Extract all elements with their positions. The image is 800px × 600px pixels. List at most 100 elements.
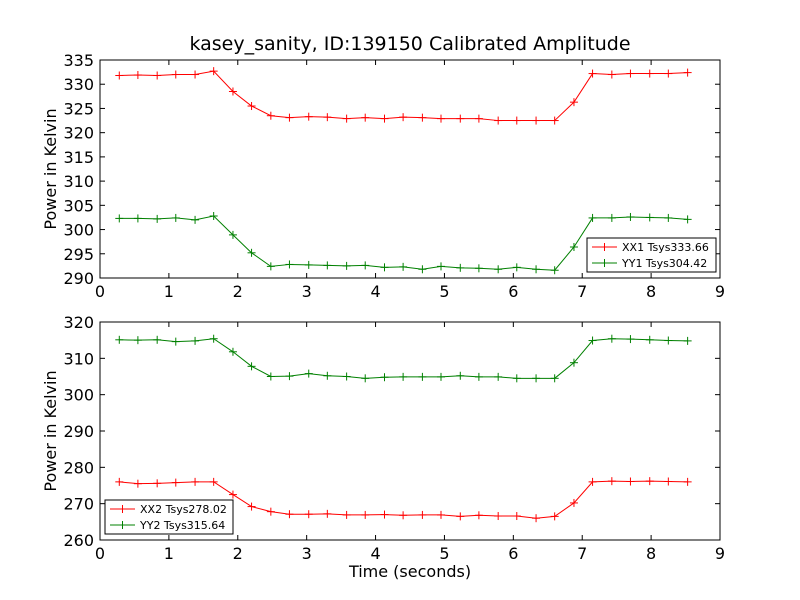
- x-tick-label: 9: [715, 544, 725, 563]
- data-point: [361, 261, 370, 270]
- data-point: [550, 266, 559, 275]
- data-point: [323, 509, 332, 518]
- data-point: [191, 215, 200, 224]
- data-point: [626, 335, 635, 344]
- y-tick-label: 305: [63, 196, 94, 215]
- data-point: [569, 242, 578, 251]
- legend-label: XX2 Tsys278.02: [140, 503, 227, 516]
- data-point: [399, 113, 408, 122]
- series-1-xx1: [115, 67, 692, 125]
- y-tick-label: 315: [63, 148, 94, 167]
- data-point: [532, 265, 541, 274]
- x-tick-label: 2: [233, 282, 243, 301]
- y-tick-label: 320: [63, 124, 94, 143]
- data-point: [532, 374, 541, 383]
- data-point: [437, 510, 445, 519]
- data-point: [607, 477, 616, 486]
- data-point: [456, 114, 465, 123]
- data-point: [418, 265, 427, 274]
- data-point: [266, 262, 275, 271]
- data-point: [153, 214, 162, 223]
- data-point: [153, 479, 162, 488]
- y-tick-label: 310: [63, 172, 94, 191]
- x-axis-label: Time (seconds): [348, 562, 471, 581]
- data-point: [437, 114, 445, 123]
- legend-label: YY2 Tsys315.64: [139, 519, 225, 532]
- data-point: [209, 67, 218, 76]
- data-point: [133, 479, 142, 488]
- data-point: [115, 214, 124, 223]
- data-point: [304, 112, 313, 121]
- plot-frame: [99, 59, 721, 279]
- series-line: [119, 70, 688, 122]
- x-tick-label: 8: [646, 544, 656, 563]
- legend-box: [586, 237, 717, 273]
- legend-item: YY2 Tsys315.64: [110, 519, 225, 532]
- data-point: [133, 71, 142, 80]
- y-tick-label: 290: [63, 269, 94, 288]
- x-tick-label: 4: [370, 282, 380, 301]
- series-2-yy2: [115, 334, 692, 383]
- y-axis-label: Power in Kelvin: [41, 370, 60, 491]
- data-point: [474, 114, 483, 123]
- data-point: [247, 362, 256, 371]
- data-point: [209, 477, 218, 486]
- data-point: [645, 69, 654, 78]
- data-point: [474, 372, 483, 381]
- data-point: [247, 248, 256, 257]
- x-tick-label: 7: [577, 282, 587, 301]
- x-tick-label: 6: [508, 282, 518, 301]
- x-tick-label: 6: [508, 544, 518, 563]
- data-point: [228, 347, 237, 356]
- data-point: [664, 336, 673, 345]
- data-point: [285, 113, 294, 122]
- legend-label: YY1 Tsys304.42: [621, 257, 707, 270]
- data-point: [437, 372, 445, 381]
- data-point: [115, 71, 124, 80]
- data-point: [474, 264, 483, 273]
- data-point: [607, 70, 616, 79]
- data-point: [588, 213, 597, 222]
- data-point: [645, 213, 654, 222]
- data-point: [512, 263, 521, 272]
- legend: XX2 Tsys278.02 YY2 Tsys315.64: [104, 499, 234, 535]
- data-point: [588, 336, 597, 345]
- data-point: [664, 69, 673, 78]
- y-tick-label: 310: [63, 349, 94, 368]
- x-tick-label: 2: [233, 544, 243, 563]
- data-point: [380, 263, 389, 272]
- data-point: [456, 512, 465, 521]
- x-tick-label: 4: [370, 544, 380, 563]
- data-point: [532, 116, 541, 125]
- data-point: [171, 213, 180, 222]
- y-tick-label: 320: [63, 313, 94, 332]
- data-point: [418, 113, 427, 122]
- y-tick-label: 270: [63, 495, 94, 514]
- data-point: [456, 371, 465, 380]
- data-point: [512, 512, 521, 521]
- data-point: [494, 265, 503, 274]
- data-point: [266, 372, 275, 381]
- data-point: [133, 214, 142, 223]
- y-tick-label: 290: [63, 422, 94, 441]
- chart-title: kasey_sanity, ID:139150 Calibrated Ampli…: [189, 33, 630, 55]
- data-point: [569, 358, 578, 367]
- x-tick-label: 9: [715, 282, 725, 301]
- data-point: [683, 477, 692, 486]
- data-point: [115, 335, 124, 344]
- data-point: [228, 87, 237, 96]
- data-point: [626, 212, 635, 221]
- data-point: [550, 374, 559, 383]
- data-point: [683, 215, 692, 224]
- data-point: [607, 213, 616, 222]
- data-point: [683, 68, 692, 77]
- data-point: [153, 71, 162, 80]
- data-point: [550, 116, 559, 125]
- data-point: [171, 478, 180, 487]
- data-point: [494, 372, 503, 381]
- data-point: [437, 262, 445, 271]
- data-point: [418, 510, 427, 519]
- data-point: [418, 372, 427, 381]
- x-tick-label: 7: [577, 544, 587, 563]
